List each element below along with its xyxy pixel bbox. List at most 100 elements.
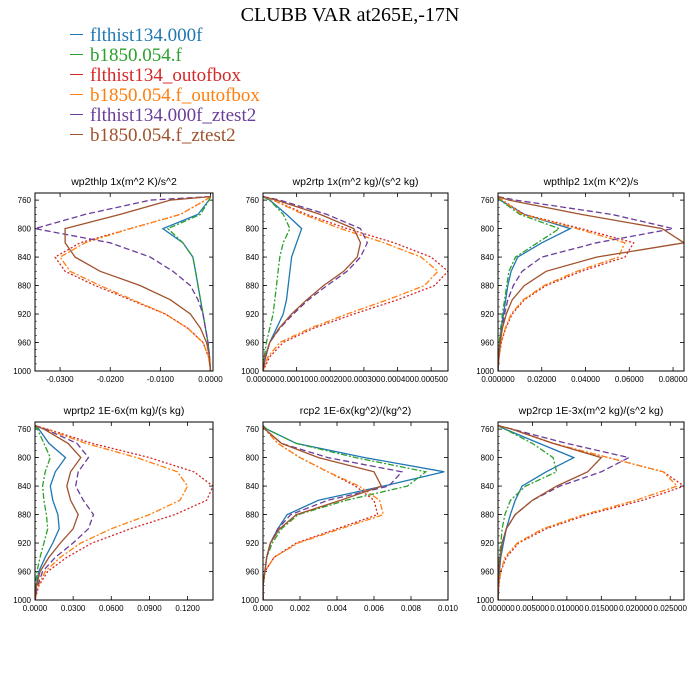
y-tick-label: 920 [18, 539, 32, 548]
y-tick-label: 960 [18, 339, 32, 348]
y-tick-label: 960 [481, 339, 495, 348]
series-line [35, 425, 67, 600]
series-line [35, 424, 82, 600]
x-tick-label: 0.000000 [481, 604, 515, 613]
chart-panel: wp2rcp 1E-3x(m^2 kg)/(s^2 kg) 760 800 840 88… [476, 405, 687, 613]
series-line [263, 195, 439, 371]
legend-swatch [70, 54, 83, 56]
legend-item: b1850.054.f [70, 46, 260, 66]
series-line [263, 196, 291, 371]
series-line [166, 196, 212, 371]
y-tick-label: 880 [481, 282, 495, 291]
x-tick-label: 0.04000 [571, 375, 600, 384]
y-tick-label: 760 [246, 196, 260, 205]
y-tick-label: 920 [481, 539, 495, 548]
series-line [35, 424, 189, 600]
series-line [498, 196, 572, 371]
series-line [263, 425, 428, 600]
y-tick-label: 840 [481, 482, 495, 491]
legend-swatch [70, 114, 83, 116]
x-tick-label: 0.000500 [414, 375, 448, 384]
y-tick-label: 800 [18, 454, 32, 463]
legend-label: flthist134.000f_ztest2 [90, 105, 257, 126]
x-tick-label: -0.0200 [97, 375, 125, 384]
y-tick-label: 760 [246, 425, 260, 434]
chart-main-title: CLUBB VAR at265E,-17N [240, 4, 460, 26]
y-tick-label: 960 [481, 568, 495, 577]
series-line [64, 195, 212, 371]
series-line [498, 424, 684, 600]
plot-frame [262, 421, 449, 601]
x-tick-label: 0.08000 [659, 375, 688, 384]
panel-title: wp2rcp 1E-3x(m^2 kg)/(s^2 kg) [518, 405, 664, 417]
y-tick-label: 960 [246, 568, 260, 577]
y-tick-label: 880 [246, 282, 260, 291]
panel-title: wpthlp2 1x(m K^2)/s [543, 176, 639, 188]
x-tick-label: 0.010000 [550, 604, 584, 613]
series-line [263, 425, 383, 600]
y-tick-label: 840 [481, 253, 495, 262]
x-tick-label: 0.000400 [381, 375, 415, 384]
y-tick-label: 1000 [476, 596, 494, 605]
y-tick-label: 800 [481, 225, 495, 234]
y-tick-label: 760 [18, 425, 32, 434]
y-tick-label: 920 [246, 539, 260, 548]
series-line [263, 425, 385, 600]
chart-panel: wpthlp2 1x(m K^2)/s 760 800 840 880 920 960 100… [476, 176, 688, 384]
x-tick-label: 0.005000 [516, 604, 550, 613]
x-tick-label: -0.0100 [147, 375, 175, 384]
x-tick-label: 0.000300 [347, 375, 381, 384]
y-tick-label: 840 [18, 253, 32, 262]
panel-title: wp2rtp 1x(m^2 kg)/(s^2 kg) [292, 176, 419, 188]
plot-frame [497, 192, 685, 372]
chart-panel: wp2thlp 1x(m^2 K)/s^2 760 800 840 880 920 960 1… [13, 176, 223, 384]
y-tick-label: 1000 [13, 596, 31, 605]
series-line [498, 424, 679, 600]
legend-label: b1850.054.f_outofbox [90, 85, 260, 106]
legend: flthist134.000f b1850.054.f flthist134_o… [70, 26, 260, 146]
x-tick-label: 0.0000 [198, 375, 223, 384]
x-tick-label: 0.1200 [175, 604, 200, 613]
y-tick-label: 880 [481, 511, 495, 520]
plot-frame [34, 421, 214, 601]
series-line [498, 196, 626, 371]
y-tick-label: 880 [18, 282, 32, 291]
legend-label: flthist134.000f [90, 25, 203, 46]
y-tick-label: 800 [246, 454, 260, 463]
series-line [35, 424, 213, 600]
legend-label: b1850.054.f_ztest2 [90, 125, 236, 146]
series-line [263, 425, 379, 600]
series-line [498, 195, 674, 371]
series-line [35, 425, 52, 600]
plot-frame [262, 192, 449, 372]
series-line [35, 195, 212, 371]
legend-label: b1850.054.f [90, 45, 182, 66]
x-tick-label: 0.000100 [280, 375, 314, 384]
series-line [263, 195, 362, 371]
series-line [35, 424, 95, 600]
x-tick-label: 0.004 [327, 604, 348, 613]
legend-swatch [70, 74, 83, 76]
x-tick-label: 0.025000 [654, 604, 688, 613]
x-tick-label: 0.008 [401, 604, 422, 613]
x-tick-label: 0.002 [290, 604, 311, 613]
series-line [263, 195, 448, 371]
y-tick-label: 1000 [241, 596, 259, 605]
x-tick-label: 0.0900 [137, 604, 162, 613]
y-tick-label: 760 [481, 196, 495, 205]
legend-swatch [70, 134, 83, 136]
x-tick-label: 0.010 [438, 604, 459, 613]
legend-item: flthist134_outofbox [70, 66, 260, 86]
x-tick-label: 0.06000 [615, 375, 644, 384]
x-tick-label: -0.0300 [47, 375, 75, 384]
series-line [498, 424, 603, 600]
x-tick-label: 0.0300 [61, 604, 86, 613]
legend-label: flthist134_outofbox [90, 65, 241, 86]
y-tick-label: 840 [246, 253, 260, 262]
legend-item: b1850.054.f_outofbox [70, 86, 260, 106]
series-line [498, 425, 558, 600]
y-tick-label: 1000 [241, 367, 259, 376]
series-line [59, 196, 212, 371]
legend-item: flthist134.000f_ztest2 [70, 106, 260, 126]
